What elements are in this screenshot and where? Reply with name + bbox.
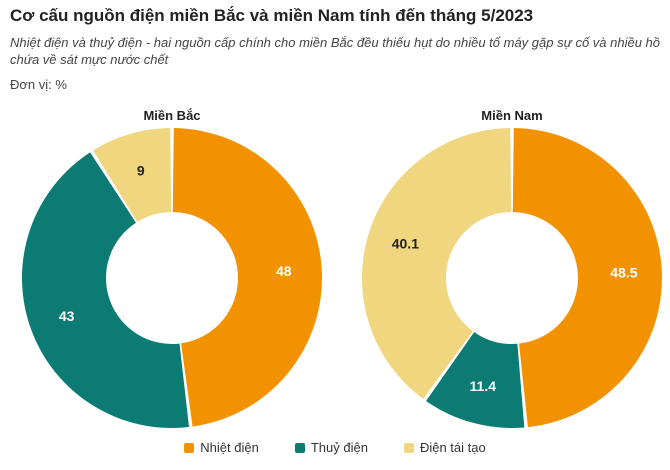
legend: Nhiệt điện Thuỷ điện Điện tái tạo (0, 440, 670, 455)
legend-swatch (184, 442, 195, 453)
legend-item-thuy-dien[interactable]: Thuỷ điện (294, 440, 368, 455)
legend-label: Điện tái tạo (419, 440, 486, 455)
unit-label: Đơn vị: % (10, 77, 67, 92)
pie-title-2: Miền Nam (481, 108, 542, 123)
slice-mien-bac-thuy-dien[interactable] (21, 152, 190, 428)
slice-mien-nam-dien-tai-tao[interactable] (362, 128, 512, 399)
slice-mien-nam-thuy-dien[interactable] (426, 332, 525, 428)
legend-item-nhiet-dien[interactable]: Nhiệt điện (184, 440, 259, 455)
data-label-mien-nam-dien-tai-tao: 40.1 (392, 236, 419, 252)
chart-title: Cơ cấu nguồn điện miền Bắc và miền Nam t… (10, 6, 534, 25)
data-label-mien-nam-nhiet-dien: 48.5 (610, 265, 637, 281)
legend-item-dien-tai-tao[interactable]: Điện tái tạo (403, 440, 486, 455)
pie-title-1: Miền Bắc (143, 108, 200, 123)
legend-label: Nhiệt điện (200, 440, 259, 455)
chart-subtitle: Nhiệt điện và thuỷ điện - hai nguồn cấp … (10, 35, 661, 67)
data-label-mien-bac-nhiet-dien: 48 (276, 263, 292, 279)
legend-swatch (403, 442, 414, 453)
slice-mien-bac-nhiet-dien[interactable] (172, 128, 323, 427)
slice-mien-nam-nhiet-dien[interactable] (512, 128, 663, 428)
legend-label: Thuỷ điện (310, 440, 368, 455)
data-label-mien-bac-thuy-dien: 43 (59, 308, 75, 324)
data-label-mien-bac-dien-tai-tao: 9 (137, 162, 145, 178)
legend-swatch (294, 442, 305, 453)
data-label-mien-nam-thuy-dien: 11.4 (470, 378, 497, 394)
slice-mien-bac-dien-tai-tao[interactable] (93, 128, 172, 222)
